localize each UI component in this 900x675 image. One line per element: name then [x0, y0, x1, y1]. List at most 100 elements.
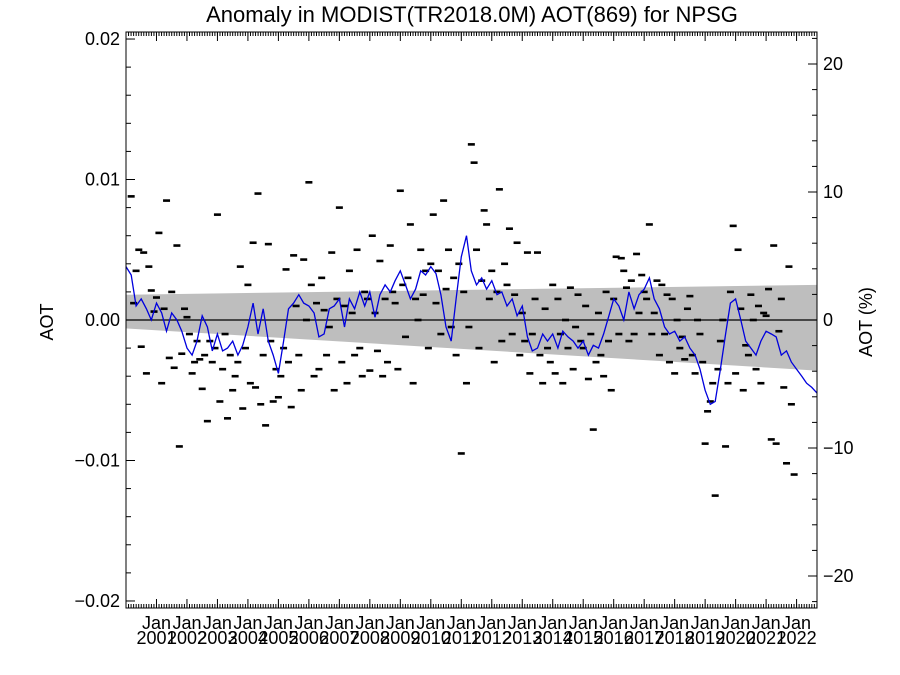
axis-ticks: 0.020.010.00−0.01−0.0220100−10−20Jan2001…: [74, 29, 853, 648]
data-point: [681, 358, 689, 361]
data-point: [602, 290, 610, 294]
x-tick-label-year: 2013: [502, 628, 542, 648]
x-tick-label-month: Jan: [355, 613, 384, 633]
data-point: [533, 251, 541, 254]
data-point: [562, 318, 570, 322]
data-point: [414, 318, 422, 322]
data-point: [284, 360, 292, 364]
x-tick-label-year: 2009: [380, 628, 420, 648]
data-point: [371, 311, 379, 315]
data-point: [211, 346, 219, 350]
data-point: [417, 248, 425, 252]
data-point: [592, 360, 600, 364]
x-tick-label-month: Jan: [660, 613, 689, 633]
data-point: [185, 332, 193, 336]
data-point: [678, 335, 686, 339]
data-point: [757, 381, 765, 385]
data-point: [269, 400, 277, 403]
data-point: [566, 286, 574, 289]
data-point: [564, 346, 572, 350]
data-point: [475, 346, 483, 350]
data-point: [325, 325, 333, 329]
data-point: [366, 369, 374, 372]
data-point: [196, 358, 204, 361]
data-point: [379, 374, 387, 378]
x-tick-label-year: 2001: [136, 628, 176, 648]
data-point: [262, 424, 270, 427]
data-point: [668, 297, 676, 301]
data-point: [485, 297, 493, 301]
data-point: [356, 346, 364, 350]
data-point: [353, 248, 361, 252]
data-point: [577, 339, 585, 343]
data-point: [246, 381, 254, 385]
data-point: [780, 386, 788, 389]
data-point: [396, 189, 404, 193]
data-point: [544, 346, 552, 350]
x-tick-label-year: 2012: [472, 628, 512, 648]
data-point: [406, 223, 414, 226]
data-point: [488, 269, 496, 273]
data-point: [554, 297, 562, 301]
data-point: [381, 297, 389, 301]
data-point: [328, 251, 336, 254]
x-tick-label-month: Jan: [569, 613, 598, 633]
data-point: [234, 360, 242, 364]
smoothed-line-layer: [125, 235, 818, 406]
x-tick-label-month: Jan: [325, 613, 354, 633]
data-point: [287, 405, 295, 409]
y-tick-label-left: 0.00: [85, 310, 120, 330]
x-tick-label-month: Jan: [630, 613, 659, 633]
data-point: [541, 307, 549, 311]
x-tick-label-month: Jan: [782, 613, 811, 633]
data-point: [686, 294, 694, 298]
data-point: [546, 360, 554, 364]
data-point: [302, 318, 310, 322]
data-point: [760, 311, 768, 315]
data-point: [467, 143, 475, 146]
data-point: [219, 367, 227, 371]
data-point: [402, 335, 410, 339]
data-point: [589, 428, 597, 431]
data-point: [274, 395, 282, 399]
data-point: [252, 386, 260, 389]
data-point: [419, 293, 427, 297]
x-tick-label-year: 2007: [319, 628, 359, 648]
data-point: [158, 381, 166, 385]
data-point: [320, 308, 328, 312]
data-point: [658, 283, 666, 287]
data-point: [427, 262, 435, 266]
data-point: [785, 265, 793, 268]
data-point: [701, 442, 709, 445]
data-point: [412, 297, 420, 301]
data-point: [345, 269, 353, 273]
x-tick-label-year: 2010: [411, 628, 451, 648]
data-point: [770, 244, 778, 247]
data-point: [556, 332, 564, 336]
data-point: [501, 262, 509, 266]
data-point: [478, 279, 486, 282]
data-point: [747, 293, 755, 297]
data-point: [257, 402, 265, 406]
data-point: [137, 345, 145, 348]
data-point: [719, 318, 727, 322]
data-point: [224, 417, 232, 420]
data-point: [226, 353, 234, 357]
data-point: [231, 374, 239, 378]
x-tick-label-month: Jan: [508, 613, 537, 633]
data-point: [653, 279, 661, 282]
data-point: [280, 346, 288, 350]
data-point: [452, 353, 460, 357]
data-point: [358, 374, 366, 378]
data-point: [645, 223, 653, 226]
x-tick-label-month: Jan: [386, 613, 415, 633]
data-point: [704, 410, 712, 413]
x-tick-label-year: 2014: [533, 628, 573, 648]
data-point: [605, 339, 613, 343]
data-point: [714, 367, 722, 371]
x-tick-label-month: Jan: [477, 613, 506, 633]
data-point: [627, 279, 635, 282]
data-point: [762, 314, 770, 318]
data-point: [292, 304, 300, 308]
